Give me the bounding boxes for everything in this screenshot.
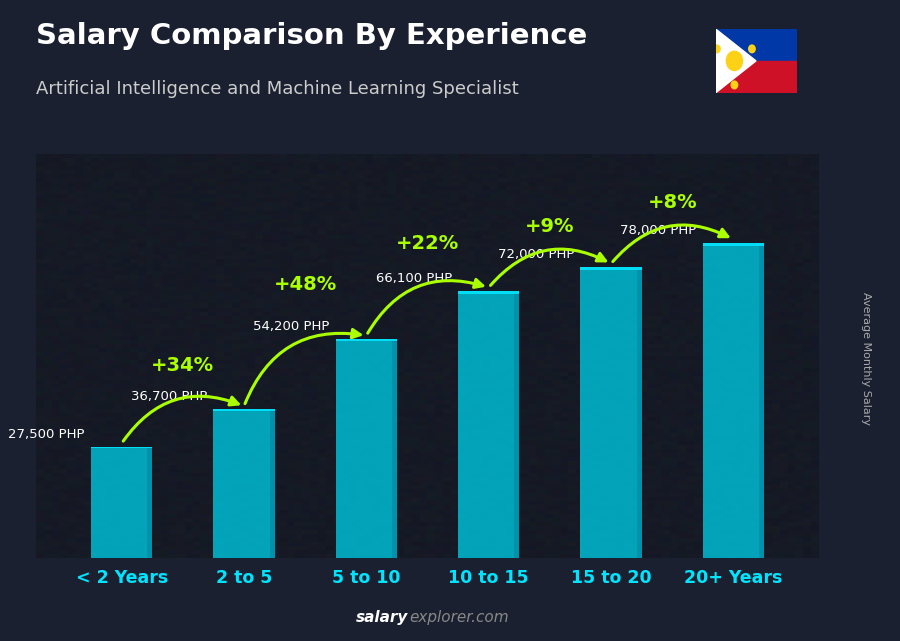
Bar	[716, 29, 796, 61]
Circle shape	[731, 81, 738, 88]
Circle shape	[726, 51, 742, 71]
Text: salary: salary	[356, 610, 408, 625]
Bar	[392, 339, 397, 558]
Text: explorer.com: explorer.com	[410, 610, 509, 625]
Bar	[515, 291, 519, 558]
Bar	[91, 447, 152, 558]
Text: +34%: +34%	[151, 356, 214, 375]
Text: 27,500 PHP: 27,500 PHP	[8, 428, 85, 440]
Bar	[703, 243, 764, 246]
Bar	[580, 267, 642, 271]
Bar	[213, 410, 274, 412]
Bar	[636, 267, 642, 558]
Circle shape	[749, 45, 755, 53]
Text: Salary Comparison By Experience: Salary Comparison By Experience	[36, 22, 587, 51]
Text: 66,100 PHP: 66,100 PHP	[375, 272, 452, 285]
Bar	[458, 291, 519, 294]
Text: +48%: +48%	[274, 275, 337, 294]
Text: +22%: +22%	[396, 234, 459, 253]
Text: Artificial Intelligence and Machine Learning Specialist: Artificial Intelligence and Machine Lear…	[36, 80, 518, 98]
Text: 78,000 PHP: 78,000 PHP	[620, 224, 697, 237]
Bar	[716, 61, 796, 93]
Text: 36,700 PHP: 36,700 PHP	[130, 390, 207, 403]
Polygon shape	[716, 29, 756, 93]
Bar	[270, 410, 274, 558]
Text: 54,200 PHP: 54,200 PHP	[253, 320, 329, 333]
Text: +8%: +8%	[647, 193, 697, 212]
Bar	[580, 267, 642, 558]
Bar	[213, 410, 274, 558]
Bar	[148, 447, 152, 558]
Circle shape	[714, 45, 720, 53]
Bar	[336, 339, 397, 558]
Bar	[759, 243, 764, 558]
Bar	[703, 243, 764, 558]
Text: 72,000 PHP: 72,000 PHP	[498, 248, 574, 261]
Bar	[91, 447, 152, 448]
Text: +9%: +9%	[525, 217, 574, 237]
Text: Average Monthly Salary: Average Monthly Salary	[860, 292, 871, 426]
Bar	[458, 291, 519, 558]
Bar	[336, 339, 397, 342]
